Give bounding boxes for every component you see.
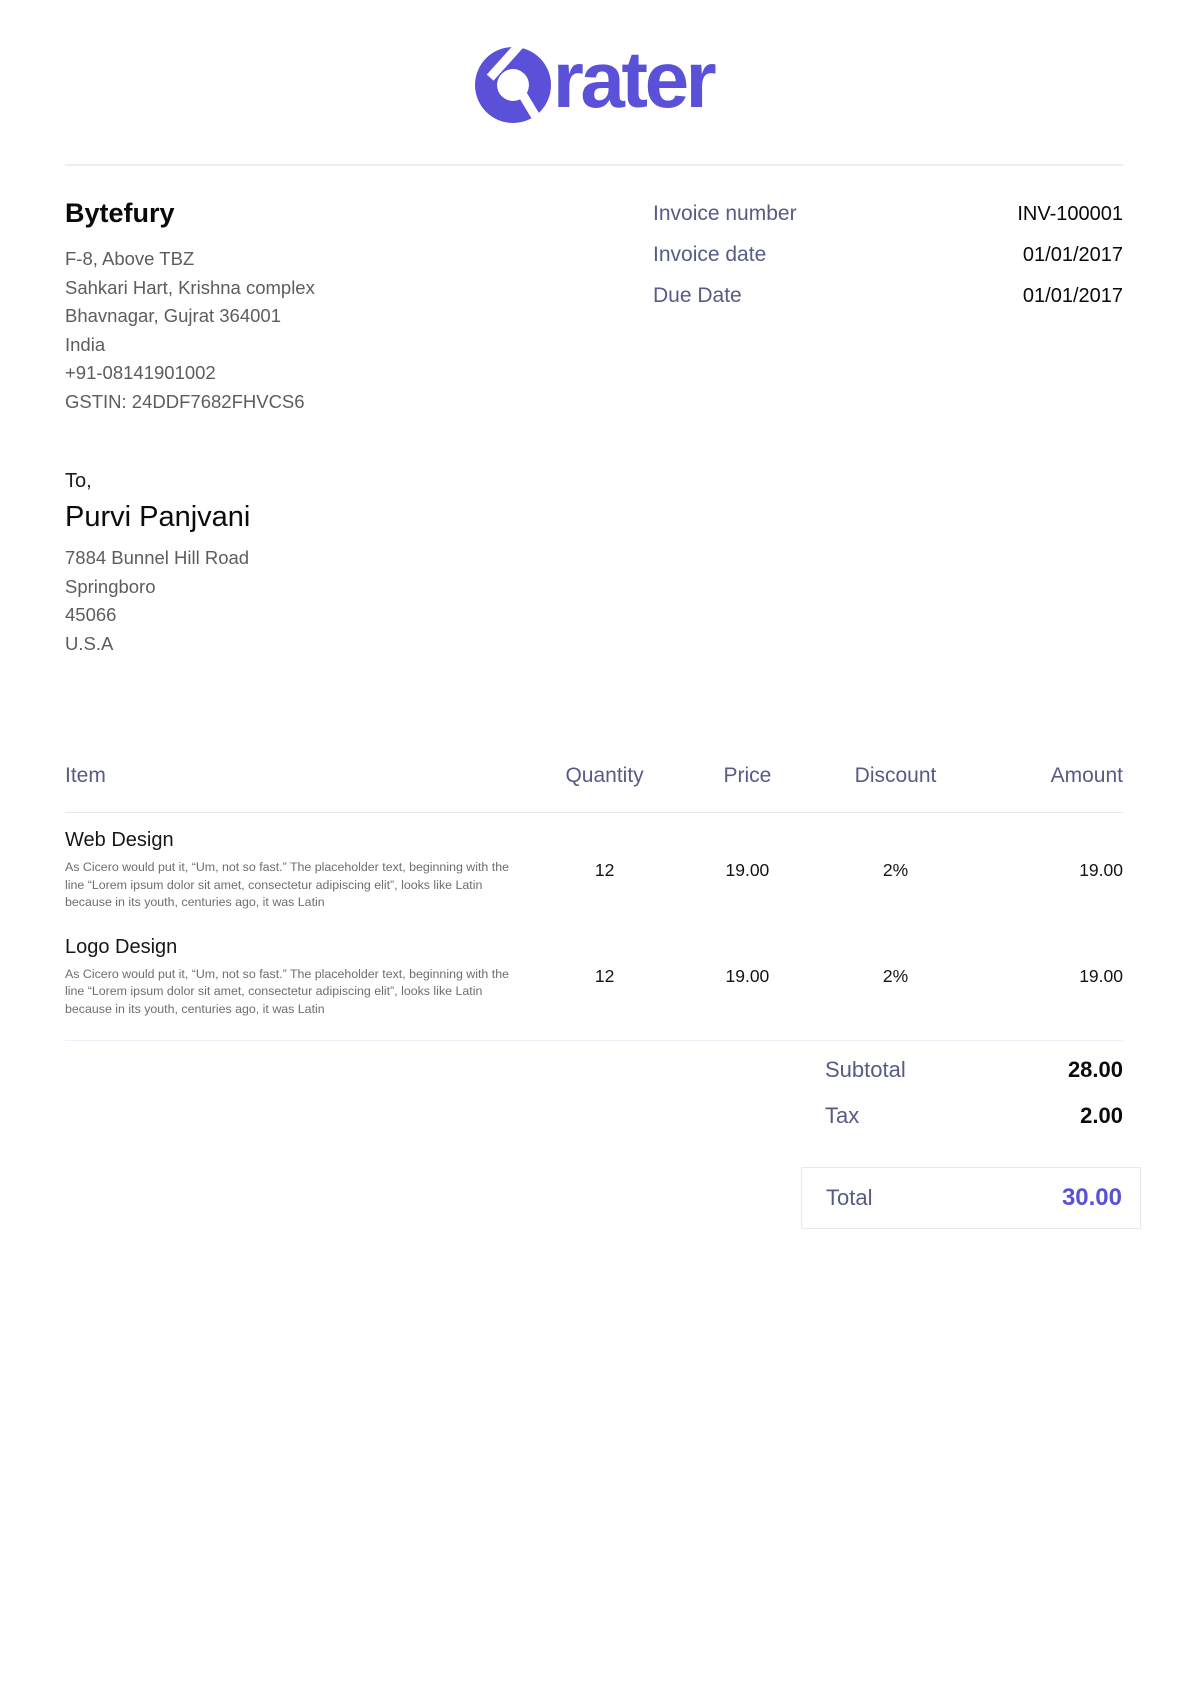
invoice-date-label: Invoice date	[653, 243, 767, 266]
brand-logo: rater	[65, 35, 1123, 128]
company-address-line: Bhavnagar, Gujrat 364001	[65, 305, 281, 326]
bill-to-address-line: Springboro	[65, 575, 156, 597]
column-header-item: Item	[65, 764, 531, 813]
tax-label: Tax	[825, 1103, 860, 1128]
item-name: Logo Design	[65, 935, 178, 958]
totals-block: Subtotal 28.00 Tax 2.00 Total 30.00	[801, 1057, 1141, 1229]
due-date-value: 01/01/2017	[1022, 285, 1123, 307]
company-gstin: GSTIN: 24DDF7682FHVCS6	[65, 390, 305, 412]
header-divider	[65, 164, 1123, 166]
info-section: Bytefury F-8, Above TBZ Sahkari Hart, Kr…	[65, 198, 1123, 416]
table-row: Web Design As Cicero would put it, “Um, …	[65, 813, 1123, 920]
bill-to-address-line: 45066	[65, 604, 117, 625]
company-address-line: India	[65, 333, 106, 355]
subtotal-row: Subtotal 28.00	[801, 1057, 1141, 1083]
column-header-quantity: Quantity	[530, 764, 679, 813]
item-price: 19.00	[725, 966, 770, 987]
item-discount: 2%	[882, 966, 909, 987]
column-header-price: Price	[678, 764, 817, 813]
tax-value: 2.00	[1080, 1103, 1123, 1128]
crater-c-icon	[474, 47, 551, 123]
invoice-date-value: 01/01/2017	[1022, 244, 1123, 266]
meta-row: Invoice date 01/01/2017	[653, 243, 1123, 267]
invoice-meta: Invoice number INV-100001 Invoice date 0…	[653, 202, 1123, 416]
item-price: 19.00	[725, 859, 770, 880]
item-cell: Logo Design As Cicero would put it, “Um,…	[65, 920, 531, 1027]
item-discount: 2%	[882, 859, 909, 880]
bill-to-address: 7884 Bunnel Hill Road Springboro 45066 U…	[65, 544, 1123, 658]
total-value: 30.00	[1061, 1184, 1122, 1211]
item-amount: 19.00	[1079, 966, 1123, 987]
invoice-number-value: INV-100001	[1017, 203, 1123, 225]
bill-to-name: Purvi Panjvani	[65, 501, 251, 533]
subtotal-value: 28.00	[1067, 1057, 1123, 1082]
company-block: Bytefury F-8, Above TBZ Sahkari Hart, Kr…	[65, 198, 315, 416]
items-table: Item Quantity Price Discount Amount Web …	[65, 764, 1123, 1041]
item-quantity: 12	[594, 859, 615, 880]
company-name: Bytefury	[65, 198, 175, 228]
item-name: Web Design	[65, 829, 174, 851]
item-description: As Cicero would put it, “Um, not so fast…	[65, 860, 509, 909]
company-phone: +91-08141901002	[65, 362, 216, 383]
item-quantity: 12	[594, 966, 615, 987]
column-header-discount: Discount	[816, 764, 975, 813]
brand-wordmark: rater	[552, 35, 717, 124]
bill-to-block: To, Purvi Panjvani 7884 Bunnel Hill Road…	[65, 470, 1123, 658]
total-box: Total 30.00	[801, 1167, 1141, 1229]
bill-to-address-line: 7884 Bunnel Hill Road	[65, 547, 250, 568]
company-address-line: Sahkari Hart, Krishna complex	[65, 276, 315, 298]
item-amount: 19.00	[1079, 859, 1123, 880]
due-date-label: Due Date	[653, 284, 742, 307]
item-cell: Web Design As Cicero would put it, “Um, …	[65, 813, 531, 920]
company-address: F-8, Above TBZ Sahkari Hart, Krishna com…	[65, 245, 315, 416]
table-row: Logo Design As Cicero would put it, “Um,…	[65, 920, 1123, 1027]
table-header-row: Item Quantity Price Discount Amount	[65, 764, 1123, 813]
meta-row: Invoice number INV-100001	[653, 202, 1123, 226]
tax-row: Tax 2.00	[801, 1103, 1141, 1129]
bill-to-prefix: To,	[65, 470, 92, 492]
column-header-amount: Amount	[974, 764, 1123, 813]
item-description: As Cicero would put it, “Um, not so fast…	[65, 966, 509, 1016]
subtotal-label: Subtotal	[825, 1057, 906, 1082]
bill-to-address-line: U.S.A	[65, 632, 114, 654]
total-label: Total	[826, 1185, 873, 1210]
invoice-number-label: Invoice number	[653, 202, 797, 225]
meta-row: Due Date 01/01/2017	[653, 284, 1123, 308]
table-bottom-divider	[65, 1040, 1123, 1041]
company-address-line: F-8, Above TBZ	[65, 248, 195, 269]
